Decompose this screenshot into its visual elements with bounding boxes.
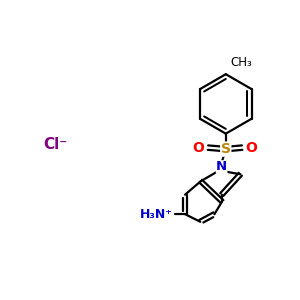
Text: O: O (193, 141, 204, 154)
Text: Cl⁻: Cl⁻ (43, 136, 67, 152)
Text: N: N (216, 160, 227, 173)
Text: O: O (246, 141, 258, 154)
Text: S: S (221, 142, 231, 156)
Text: CH₃: CH₃ (230, 56, 252, 69)
Text: H₃N⁺: H₃N⁺ (140, 208, 173, 221)
